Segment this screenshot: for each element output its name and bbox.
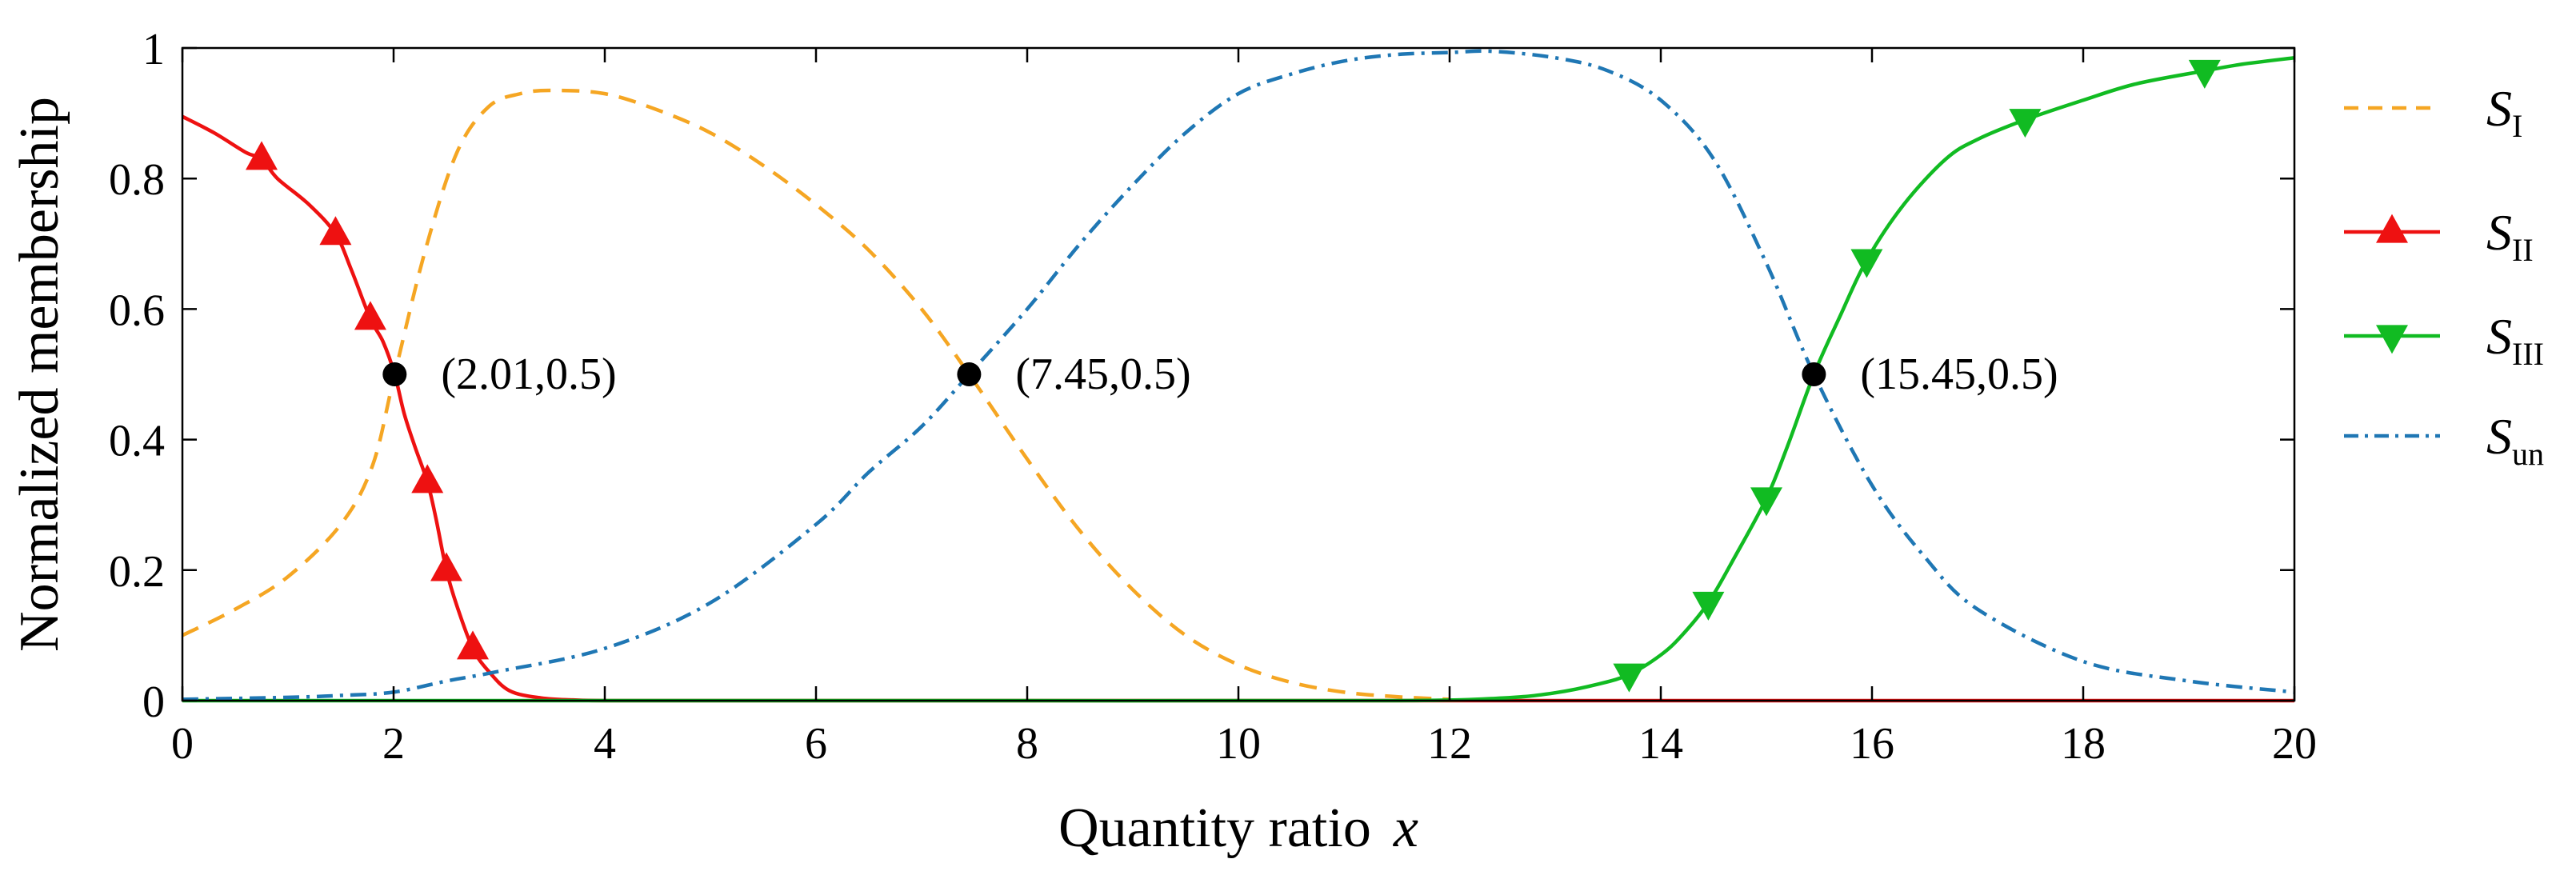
marker-s-ii	[411, 464, 444, 493]
x-tick-label: 8	[1016, 719, 1038, 769]
x-tick-label: 4	[594, 719, 616, 769]
marker-s-iii	[2009, 109, 2042, 138]
ticks-layer: 0 2 4 6 8 10 12 14 16 18 20 0 0.2 0.4 0.6 0.8 1	[109, 25, 2317, 769]
marker-s-ii	[319, 216, 352, 246]
intersection-point	[382, 362, 407, 386]
point-label: (2.01,0.5)	[441, 350, 616, 399]
x-tick-label: 10	[1216, 719, 1261, 769]
x-tick-label: 20	[2272, 719, 2317, 769]
y-tick-label: 0.2	[109, 547, 165, 597]
marker-s-iii	[2188, 59, 2221, 89]
x-tick-label: 2	[382, 719, 405, 769]
x-tick-label: 0	[171, 719, 194, 769]
legend-marker-s-iii	[2376, 325, 2408, 354]
x-axis-label: Quantity ratio x	[1058, 797, 1418, 859]
point-label: (15.45,0.5)	[1860, 350, 2058, 399]
marker-s-iii	[1613, 663, 1646, 693]
x-tick-label: 16	[1850, 719, 1894, 769]
legend: SI SII SIII Sun	[2344, 80, 2544, 472]
x-tick-label: 12	[1427, 719, 1472, 769]
marker-s-iii	[1750, 487, 1782, 517]
y-axis-label: Normalized membership	[9, 97, 70, 652]
intersection-point	[1802, 362, 1826, 386]
legend-label-s-i: SI	[2486, 80, 2522, 144]
legend-label-s-ii: SII	[2486, 204, 2534, 268]
y-tick-label: 0	[142, 677, 165, 727]
marker-s-iii	[1850, 249, 1883, 278]
x-tick-label: 18	[2061, 719, 2106, 769]
y-tick-label: 0.4	[109, 417, 165, 466]
series-line-s-un	[182, 49, 2294, 701]
legend-label-s-iii: SIII	[2486, 308, 2544, 372]
legend-marker-s-ii	[2376, 214, 2408, 243]
y-tick-label: 1	[142, 25, 165, 74]
marker-s-ii	[354, 301, 386, 330]
x-tick-label: 6	[805, 719, 827, 769]
y-tick-label: 0.6	[109, 286, 165, 335]
marker-s-iii	[1692, 591, 1725, 621]
intersection-points-layer: (2.01,0.5) (7.45,0.5) (15.45,0.5)	[382, 350, 2058, 399]
series-line-s-ii	[182, 114, 2294, 703]
legend-label-s-un: Sun	[2486, 408, 2544, 472]
intersection-point	[957, 362, 982, 386]
y-tick-label: 0.8	[109, 155, 165, 205]
marker-layer	[246, 59, 2221, 693]
x-tick-label: 14	[1638, 719, 1683, 769]
marker-s-ii	[246, 141, 278, 170]
series-line-s-i	[182, 88, 1450, 701]
marker-s-ii	[457, 630, 489, 660]
point-label: (7.45,0.5)	[1015, 350, 1190, 399]
marker-s-ii	[430, 552, 462, 581]
